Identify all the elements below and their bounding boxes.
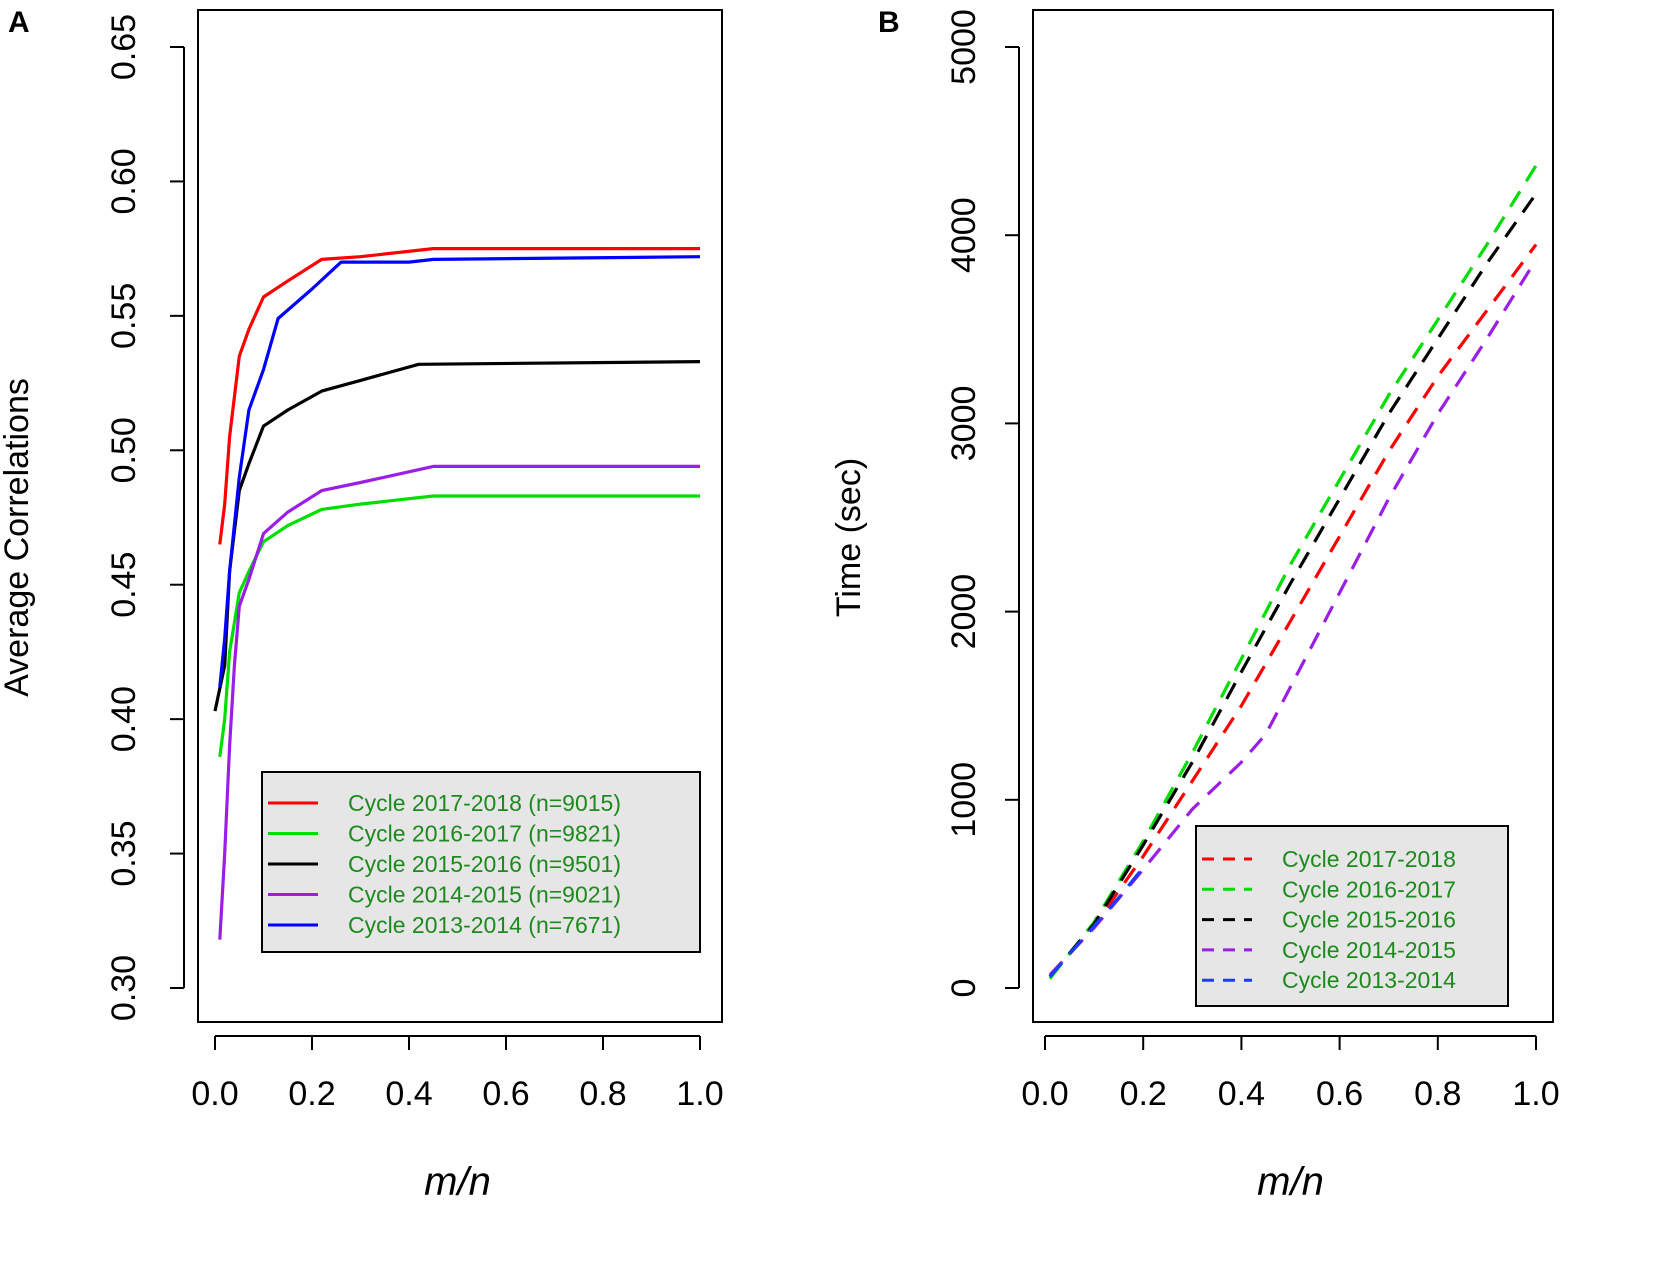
y-tick-label: 0.35 bbox=[105, 820, 143, 886]
x-tick-label: 0.8 bbox=[579, 1075, 626, 1113]
x-tick-label: 1.0 bbox=[676, 1075, 723, 1113]
plot-frame bbox=[1032, 9, 1554, 1023]
y-tick-label: 4000 bbox=[945, 197, 983, 273]
legend-label-1: Cycle 2017-2018 (n=9015) bbox=[348, 790, 621, 816]
panel-a-label: A bbox=[8, 6, 30, 39]
y-tick-label: 2000 bbox=[945, 574, 983, 650]
series-line-1 bbox=[1048, 243, 1538, 978]
y-tick-label: 0 bbox=[945, 979, 983, 998]
y-tick-label: 0.30 bbox=[105, 955, 143, 1021]
panel-a-chart: 0.0 0.2 0.4 0.6 0.8 1.0 0.30 0.35 0.40 0.45 0.50 0.… bbox=[0, 9, 724, 1204]
legend-label-4: Cycle 2014-2015 (n=9021) bbox=[348, 882, 621, 908]
x-tick-label: 0.0 bbox=[191, 1075, 238, 1113]
series-line-2 bbox=[218, 494, 700, 758]
series-line-3 bbox=[1048, 192, 1538, 978]
y-tick-label: 0.55 bbox=[105, 283, 143, 349]
series-line-2 bbox=[1048, 164, 1538, 980]
y-tick-label: 1000 bbox=[945, 762, 983, 838]
x-axis-title: m/n bbox=[1257, 1160, 1324, 1204]
y-axis-title: Time (sec) bbox=[830, 458, 868, 617]
panel-b-label: B bbox=[878, 6, 900, 39]
legend-label-3: Cycle 2015-2016 bbox=[1282, 907, 1456, 933]
legend-box bbox=[261, 771, 701, 953]
legend-box bbox=[1195, 825, 1509, 1007]
y-tick-label: 0.40 bbox=[105, 686, 143, 752]
x-tick-label: 0.6 bbox=[482, 1075, 529, 1113]
plot-frame bbox=[197, 9, 723, 1023]
x-tick-label: 0.8 bbox=[1414, 1075, 1461, 1113]
x-tick-label: 0.2 bbox=[288, 1075, 335, 1113]
y-tick-label: 3000 bbox=[945, 386, 983, 462]
legend-label-1: Cycle 2017-2018 bbox=[1282, 846, 1456, 872]
y-tick-label: 0.65 bbox=[105, 14, 143, 80]
series-line-1 bbox=[218, 247, 700, 545]
y-tick-label: 0.45 bbox=[105, 552, 143, 618]
y-tick-label: 0.50 bbox=[105, 417, 143, 483]
x-tick-label: 0.6 bbox=[1316, 1075, 1363, 1113]
legend-label-2: Cycle 2016-2017 bbox=[1282, 876, 1456, 902]
x-tick-label: 0.0 bbox=[1021, 1075, 1068, 1113]
legend-label-5: Cycle 2013-2014 bbox=[1282, 967, 1456, 993]
x-axis-title: m/n bbox=[424, 1160, 491, 1204]
series-line-5 bbox=[1048, 866, 1145, 978]
legend-label-4: Cycle 2014-2015 bbox=[1282, 937, 1456, 963]
y-axis-title: Average Correlations bbox=[0, 378, 36, 697]
y-tick-label: 5000 bbox=[945, 9, 983, 85]
panel-b-chart: 0.0 0.2 0.4 0.6 0.8 1.0 0 1000 2000 3000 4000 5000 T… bbox=[830, 9, 1560, 1204]
x-tick-label: 1.0 bbox=[1512, 1075, 1559, 1113]
x-tick-label: 0.4 bbox=[385, 1075, 432, 1113]
legend-label-2: Cycle 2016-2017 (n=9821) bbox=[348, 821, 621, 847]
x-tick-label: 0.4 bbox=[1218, 1075, 1265, 1113]
series-line-4 bbox=[218, 464, 700, 940]
y-tick-label: 0.60 bbox=[105, 148, 143, 214]
series-line-3 bbox=[213, 360, 701, 712]
x-tick-label: 0.2 bbox=[1120, 1075, 1167, 1113]
series-line-5 bbox=[218, 255, 701, 688]
legend-label-3: Cycle 2015-2016 (n=9501) bbox=[348, 851, 621, 877]
legend-label-5: Cycle 2013-2014 (n=7671) bbox=[348, 912, 621, 938]
